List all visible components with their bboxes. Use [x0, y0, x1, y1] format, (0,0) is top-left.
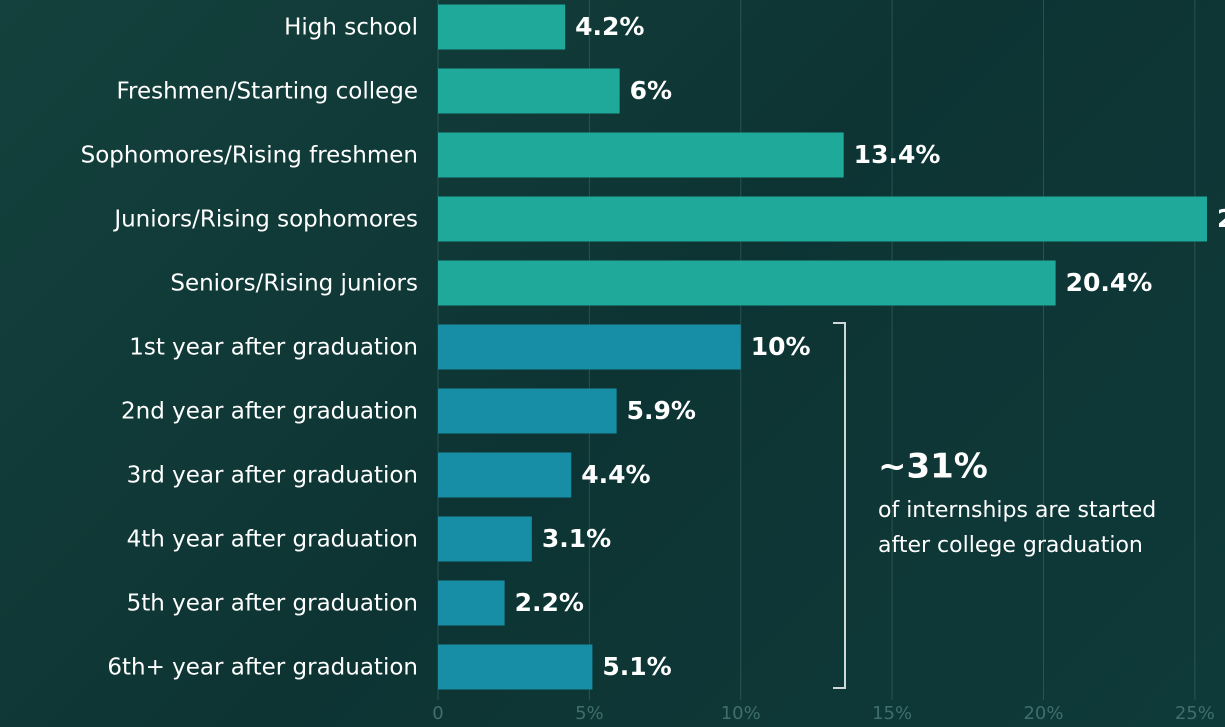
value-label: 5.1%: [602, 652, 671, 681]
y-tick-label: 4th year after graduation: [127, 527, 418, 553]
bar: [438, 325, 741, 370]
value-label: 25.4%: [1217, 204, 1225, 233]
y-tick-label: Seniors/Rising juniors: [170, 271, 418, 297]
x-tick-label: 5%: [575, 703, 604, 724]
x-tick-label: 10%: [721, 703, 761, 724]
value-label: 20.4%: [1066, 268, 1153, 297]
value-label: 4.2%: [575, 12, 644, 41]
chart: ~31% of internships are started after co…: [0, 0, 1225, 727]
value-label: 6%: [630, 76, 672, 105]
bar: [438, 645, 592, 690]
y-tick-label: Sophomores/Rising freshmen: [81, 143, 418, 169]
bar: [438, 133, 844, 178]
value-label: 4.4%: [581, 460, 650, 489]
y-tick-label: Juniors/Rising sophomores: [112, 207, 418, 233]
y-tick-label: 2nd year after graduation: [121, 399, 418, 425]
y-tick-label: High school: [284, 15, 418, 41]
bar: [438, 5, 565, 50]
bar: [438, 453, 571, 498]
y-tick-label: 5th year after graduation: [127, 591, 418, 617]
x-tick-label: 25%: [1175, 703, 1215, 724]
bar: [438, 69, 620, 114]
bar: [438, 581, 505, 626]
bar: [438, 389, 617, 434]
bar: [438, 261, 1056, 306]
y-tick-label: 1st year after graduation: [129, 335, 418, 361]
value-label: 13.4%: [854, 140, 941, 169]
annotation-line: after college graduation: [878, 533, 1143, 558]
x-tick-label: 15%: [872, 703, 912, 724]
annotation-headline: ~31%: [878, 447, 988, 487]
x-tick-label: 20%: [1023, 703, 1063, 724]
x-tick-label: 0: [432, 703, 443, 724]
bracket: [833, 323, 845, 688]
bar: [438, 517, 532, 562]
value-label: 5.9%: [627, 396, 696, 425]
value-label: 3.1%: [542, 524, 611, 553]
bar: [438, 197, 1207, 242]
value-label: 10%: [751, 332, 811, 361]
annotation-line: of internships are started: [878, 498, 1156, 523]
y-tick-label: 3rd year after graduation: [127, 463, 418, 489]
y-tick-label: 6th+ year after graduation: [107, 655, 418, 681]
y-tick-label: Freshmen/Starting college: [116, 79, 418, 105]
value-label: 2.2%: [515, 588, 584, 617]
